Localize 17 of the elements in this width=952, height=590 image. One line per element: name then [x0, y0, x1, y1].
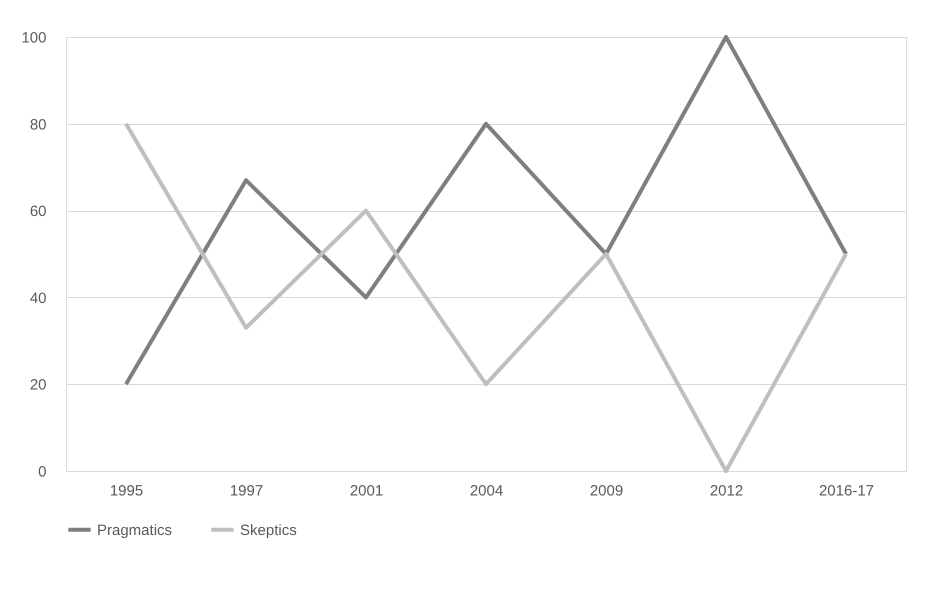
x-tick-label: 1997	[230, 482, 264, 500]
y-tick-label: 40	[30, 290, 46, 307]
y-tick-label: 100	[21, 30, 46, 46]
x-tick-label: 2004	[470, 482, 504, 500]
x-tick-label: 2016-17	[818, 482, 874, 500]
x-tick-label: 2009	[590, 482, 624, 500]
y-tick-label: 20	[30, 376, 46, 394]
legend-label: Pragmatics	[97, 522, 172, 539]
y-tick-label: 60	[30, 203, 46, 220]
x-tick-label: 2012	[710, 482, 744, 500]
y-tick-label: 80	[30, 116, 46, 134]
x-tick-label: 2001	[350, 482, 384, 500]
x-tick-label: 1995	[110, 482, 144, 500]
legend-label: Skeptics	[240, 522, 297, 539]
y-tick-label: 0	[38, 464, 46, 480]
line-series	[124, 122, 848, 473]
line-series	[124, 35, 848, 386]
